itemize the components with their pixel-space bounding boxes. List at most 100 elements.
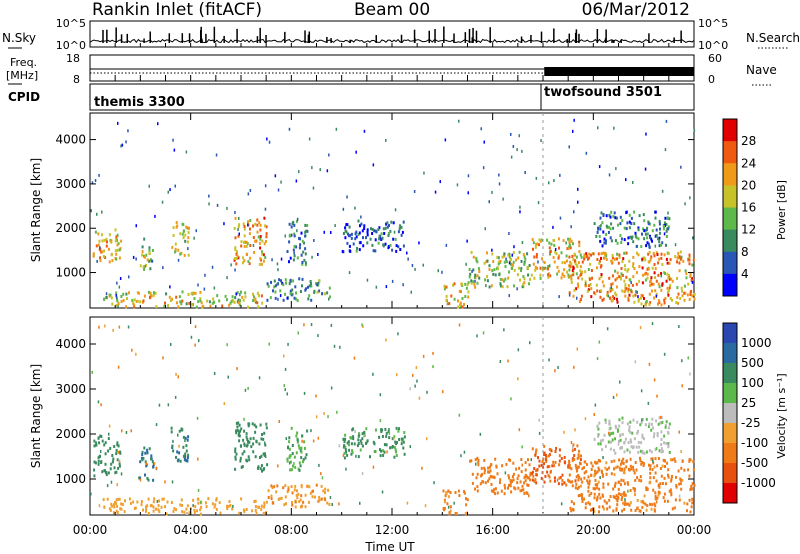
data-cell-1-12-94 (654, 448, 657, 452)
data-cell-0-11-252 (579, 253, 582, 257)
data-cell-0-11-264 (580, 294, 583, 298)
data-cell-0-0-22 (104, 256, 107, 259)
data-cell-0-9-6 (520, 267, 523, 271)
data-cell-1-3-39 (265, 422, 268, 426)
data-cell-1-7-51 (299, 498, 302, 502)
data-cell-0-11-75 (579, 265, 582, 269)
data-cell-1-11-324 (604, 466, 607, 470)
data-cell-0-11-176 (618, 255, 621, 259)
sparse-cell-0-218 (445, 243, 448, 247)
data-cell-1-10-40 (548, 465, 551, 468)
data-cell-1-3-38 (243, 450, 246, 454)
data-cell-1-10-28 (567, 464, 570, 468)
sparse-cell-0-23 (119, 277, 122, 280)
data-cell-1-2-19 (170, 430, 173, 434)
data-cell-0-11-172 (646, 267, 649, 271)
data-cell-0-11-8 (658, 257, 661, 261)
data-cell-1-1-15 (139, 476, 142, 480)
data-cell-0-6-24 (117, 302, 120, 306)
noise-spike-43 (472, 27, 474, 43)
data-cell-1-12-84 (660, 416, 663, 420)
data-cell-1-9-89 (476, 489, 479, 493)
sparse-cell-0-163 (247, 192, 250, 196)
data-cell-1-12-78 (604, 418, 607, 422)
data-cell-0-9-59 (499, 259, 502, 263)
data-cell-0-11-85 (646, 276, 649, 280)
data-cell-0-11-18 (583, 256, 585, 259)
data-cell-1-10-94 (573, 457, 576, 461)
sparse-cell-1-166 (243, 417, 245, 421)
data-cell-1-11-200 (594, 469, 596, 473)
data-cell-0-12-61 (605, 224, 608, 228)
noise-sky-line (89, 38, 695, 44)
cpid-program-themis: themis 3300 (94, 95, 185, 110)
data-cell-0-7-5 (329, 295, 331, 299)
data-cell-1-3-72 (262, 468, 265, 472)
data-cell-1-3-17 (254, 430, 257, 434)
data-cell-1-3-78 (250, 445, 253, 449)
data-cell-0-6-50 (244, 291, 247, 295)
data-cell-0-11-98 (676, 276, 678, 280)
data-cell-0-5-49 (366, 241, 369, 245)
data-cell-1-6-27 (215, 498, 218, 502)
data-cell-0-5-6 (384, 226, 387, 230)
data-cell-0-5-8 (372, 249, 375, 253)
data-cell-0-4-19 (292, 220, 295, 224)
data-cell-0-0-14 (115, 252, 118, 256)
data-cell-0-11-185 (616, 252, 619, 256)
data-cell-0-5-54 (400, 225, 403, 229)
data-cell-1-12-25 (657, 422, 660, 426)
data-cell-0-11-263 (570, 262, 573, 266)
data-cell-0-6-97 (133, 305, 136, 309)
data-cell-0-6-0 (111, 302, 114, 306)
data-cell-0-3-5 (265, 232, 268, 236)
data-cell-1-11-12 (686, 502, 689, 506)
data-cell-0-5-46 (350, 236, 353, 240)
data-cell-0-11-331 (625, 287, 628, 291)
data-cell-1-9-93 (503, 492, 506, 496)
data-cell-1-3-1 (240, 465, 243, 469)
data-cell-1-11-306 (618, 480, 621, 484)
data-cell-1-3-48 (254, 455, 257, 459)
sparse-cell-0-160 (600, 223, 602, 227)
data-cell-1-1-19 (146, 448, 149, 452)
data-cell-1-11-229 (576, 469, 578, 473)
data-cell-0-5-76 (391, 248, 394, 252)
data-cell-0-3-49 (262, 253, 265, 257)
data-cell-0-6-45 (175, 295, 178, 299)
data-cell-0-7-18 (285, 281, 287, 285)
data-cell-0-3-65 (235, 257, 238, 260)
data-cell-1-11-328 (613, 484, 616, 488)
sparse-cell-0-170 (94, 179, 97, 182)
data-cell-1-7-6 (286, 490, 289, 494)
data-cell-0-11-83 (624, 268, 627, 272)
data-cell-1-9-51 (518, 466, 521, 470)
data-cell-1-9-53 (510, 490, 513, 494)
sparse-cell-1-88 (599, 476, 601, 479)
data-cell-1-6-107 (257, 505, 260, 509)
noise-spike-50 (620, 39, 622, 43)
y-tick-label-0-0: 4000 (55, 133, 86, 147)
sparse-cell-1-126 (301, 439, 303, 443)
data-cell-0-10-94 (566, 270, 568, 274)
sparse-cell-1-76 (594, 403, 597, 407)
data-cell-1-5-89 (359, 448, 362, 452)
data-cell-1-2-8 (182, 445, 185, 449)
data-cell-1-4-37 (287, 446, 289, 450)
data-cell-1-12-80 (636, 431, 639, 435)
data-cell-1-11-273 (639, 456, 641, 460)
data-cell-0-11-154 (688, 297, 691, 301)
data-cell-1-12-85 (601, 448, 604, 452)
data-cell-0-9-77 (501, 285, 504, 289)
data-cell-1-9-42 (528, 463, 531, 467)
data-cell-1-9-100 (507, 474, 510, 478)
data-cell-0-12-58 (654, 216, 657, 220)
data-cell-0-12-113 (621, 219, 624, 223)
sparse-cell-0-210 (90, 209, 92, 213)
data-cell-0-12-69 (623, 238, 626, 242)
data-cell-1-11-332 (651, 457, 654, 461)
sparse-cell-1-183 (426, 390, 428, 394)
data-cell-1-4-38 (304, 446, 306, 450)
data-cell-1-7-7 (287, 486, 290, 490)
data-cell-0-11-219 (587, 268, 590, 271)
